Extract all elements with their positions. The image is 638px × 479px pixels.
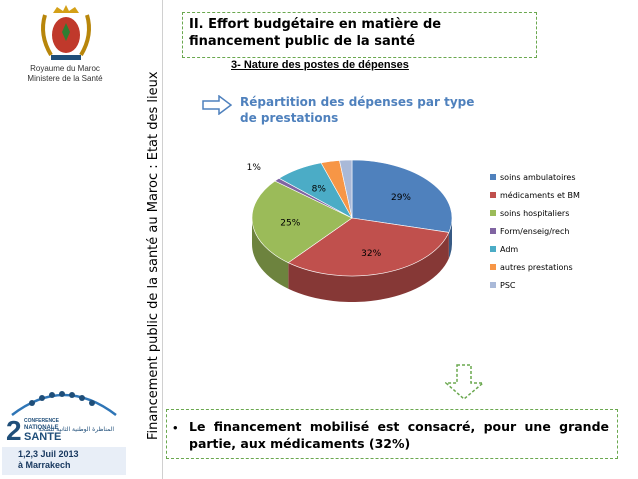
conference-date-block: 1,2,3 Juil 2013 à Marrakech xyxy=(18,449,79,471)
conference-place: à Marrakech xyxy=(18,460,71,470)
legend-swatch-1 xyxy=(490,192,496,198)
ministry-line-2: Ministere de la Santé xyxy=(27,74,103,83)
right-arrow-icon xyxy=(202,95,232,115)
coat-of-arms-icon xyxy=(41,5,91,60)
left-panel: Royaume du Maroc Ministere de la Santé 2… xyxy=(0,0,130,479)
legend-swatch-5 xyxy=(490,264,496,270)
pie-side-0 xyxy=(448,218,452,259)
pie-data-label-5: 3% xyxy=(318,150,333,152)
conference-number: 2 xyxy=(6,415,22,446)
pie-slice-0 xyxy=(351,159,453,233)
legend-label-3: Form/enseig/rech xyxy=(500,227,569,236)
divider xyxy=(162,0,163,479)
pie-chart: 29%32%25%1%8%3%2% soins ambulatoiresmédi… xyxy=(247,150,580,302)
vertical-title: Financement public de la santé au Maroc … xyxy=(146,71,161,440)
legend-label-5: autres prestations xyxy=(500,263,573,272)
legend-swatch-4 xyxy=(490,246,496,252)
conference-date: 1,2,3 Juil 2013 xyxy=(18,449,79,459)
pie-data-label-2: 25% xyxy=(280,218,300,228)
conclusion-box: • Le financement mobilisé est consacré, … xyxy=(166,409,618,459)
section-title: 3- Nature des postes de dépenses xyxy=(231,59,409,71)
conclusion-text: Le financement mobilisé est consacré, po… xyxy=(189,419,609,451)
vertical-title-container: Financement public de la santé au Maroc … xyxy=(130,0,162,440)
pie-slice-1 xyxy=(287,217,450,277)
pie-data-label-4: 8% xyxy=(312,185,327,195)
legend-swatch-2 xyxy=(490,210,496,216)
bullet: • xyxy=(173,420,178,435)
pie-data-label-1: 32% xyxy=(361,249,381,259)
chart-legend: soins ambulatoires médicaments et BM soins… xyxy=(490,173,580,290)
legend-swatch-6 xyxy=(490,282,496,288)
legend-label-1: médicaments et BM xyxy=(500,190,580,200)
pie-slice-6 xyxy=(339,159,353,219)
conference-arabic: المناظرة الوطنية الثانية للصحة xyxy=(38,426,114,433)
legend-label-0: soins ambulatoires xyxy=(500,173,576,182)
conference-label-3: SANTE xyxy=(24,431,61,443)
pie-top xyxy=(251,159,453,277)
legend-swatch-0 xyxy=(490,174,496,180)
header-title: II. Effort budgétaire en matière de fina… xyxy=(189,17,442,49)
legend-swatch-3 xyxy=(490,228,496,234)
header-box: II. Effort budgétaire en matière de fina… xyxy=(182,12,537,58)
pie-side-1 xyxy=(288,232,449,302)
legend-label-6: PSC xyxy=(500,281,516,290)
chart-subtitle: Répartition des dépenses par type de pre… xyxy=(240,95,475,125)
pie-depth xyxy=(252,218,452,302)
down-arrow-icon xyxy=(445,364,485,400)
conference-label-2: NATIONALE xyxy=(24,425,59,431)
ministry-line-1: Royaume du Maroc xyxy=(30,64,100,73)
legend-label-4: Adm xyxy=(500,245,518,254)
pie-labels: 29%32%25%1%8%3%2% xyxy=(247,150,412,259)
legend-label-2: soins hospitaliers xyxy=(500,209,569,218)
pie-side-2 xyxy=(252,218,289,289)
pie-data-label-3: 1% xyxy=(247,163,262,173)
conference-label: CONFERENCE xyxy=(24,418,60,424)
conference-logo: 2 CONFERENCE NATIONALE SANTE المناظرة ال… xyxy=(2,391,126,475)
pie-data-label-0: 29% xyxy=(391,193,411,203)
pie-slice-2 xyxy=(251,180,353,264)
